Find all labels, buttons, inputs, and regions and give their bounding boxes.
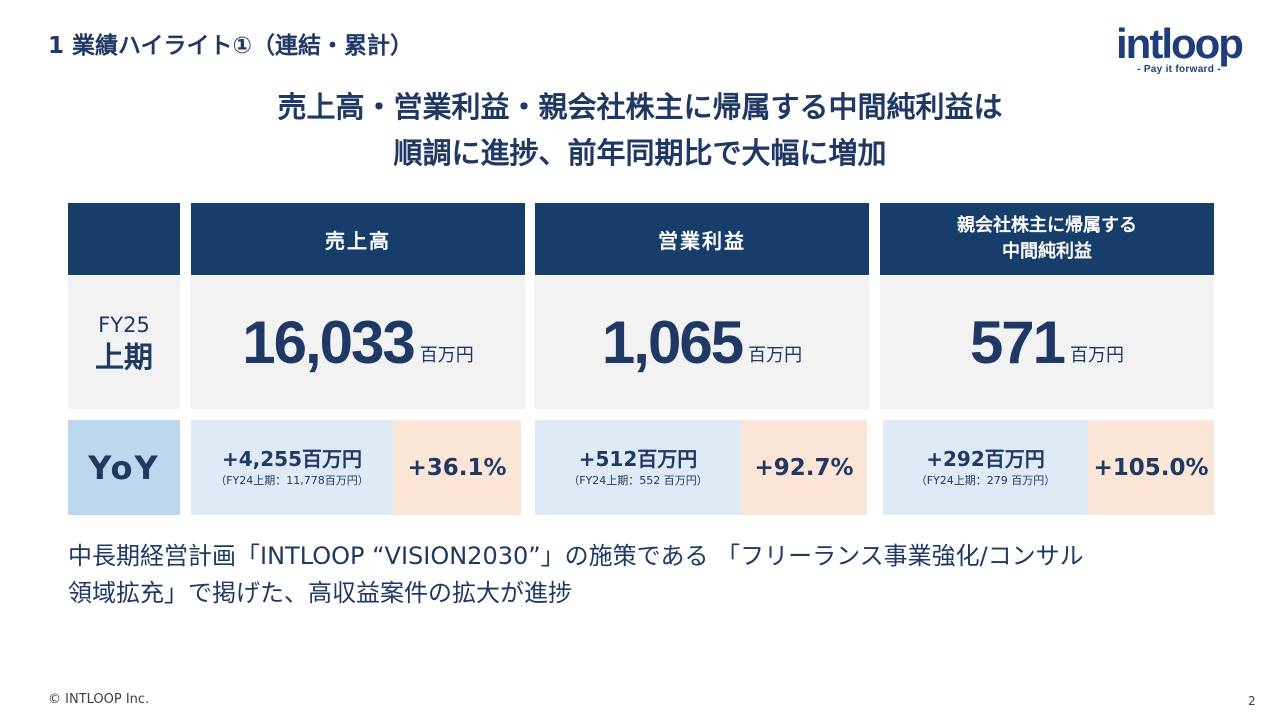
revenue-yoy-pct: +36.1%: [393, 420, 521, 515]
net-income-unit: 百万円: [1070, 344, 1125, 366]
copyright: © INTLOOP Inc.: [48, 692, 150, 707]
operating-income-yoy-abs-cell: +512百万円 （FY24上期：552 百万円）: [535, 420, 741, 515]
intloop-logo: intloop - Pay it forward -: [1108, 22, 1250, 80]
header-net-income-line-2: 中間純利益: [1002, 241, 1092, 262]
revenue-yoy-prev: （FY24上期：11,778百万円）: [215, 473, 369, 487]
net-income-yoy-abs: +292百万円: [926, 446, 1045, 471]
revenue-value-cell: 16,033 百万円: [191, 276, 525, 409]
header-blank-cell: [68, 203, 180, 275]
header-operating-income: 営業利益: [535, 203, 869, 275]
net-income-yoy-pct: +105.0%: [1088, 420, 1214, 515]
operating-income-unit: 百万円: [748, 344, 803, 366]
headline-line-1: 売上高・営業利益・親会社株主に帰属する中間純利益は: [277, 90, 1003, 124]
operating-income-yoy-abs: +512百万円: [578, 446, 698, 471]
operating-income-yoy-pct: +92.7%: [741, 420, 867, 515]
revenue-value: 16,033: [242, 309, 416, 376]
page-number: 2: [1248, 694, 1256, 708]
period-fy: FY25: [98, 312, 150, 337]
period-half: 上期: [94, 339, 153, 374]
net-income-yoy-prev: （FY24上期：279 百万円）: [915, 473, 1056, 487]
strategy-note: 中長期経営計画「INTLOOP “VISION2030”」の施策である 「フリー…: [68, 538, 1218, 612]
net-income-yoy-abs-cell: +292百万円 （FY24上期：279 百万円）: [883, 420, 1088, 515]
strategy-note-line-1: 中長期経営計画「INTLOOP “VISION2030”」の施策である 「フリー…: [68, 542, 1084, 570]
operating-income-value: 1,065: [601, 309, 744, 376]
section-title: 1 業績ハイライト①（連結・累計）: [48, 33, 414, 59]
revenue-unit: 百万円: [419, 344, 474, 366]
operating-income-yoy-prev: （FY24上期：552 百万円）: [568, 473, 708, 487]
strategy-note-line-2: 領域拡充」で掲げた、高収益案件の拡大が進捗: [68, 579, 572, 607]
header-net-income: 親会社株主に帰属する 中間純利益: [880, 203, 1214, 275]
logo-tagline: - Pay it forward -: [1137, 64, 1221, 75]
headline-line-2: 順調に進捗、前年同期比で大幅に増加: [393, 136, 887, 170]
revenue-yoy-abs: +4,255百万円: [221, 446, 363, 471]
headline: 売上高・営業利益・親会社株主に帰属する中間純利益は 順調に進捗、前年同期比で大幅…: [140, 84, 1140, 176]
operating-income-value-cell: 1,065 百万円: [535, 276, 869, 409]
net-income-value: 571: [969, 309, 1066, 376]
logo-wordmark: intloop: [1116, 20, 1244, 67]
header-net-income-line-1: 親会社株主に帰属する: [957, 215, 1137, 236]
net-income-value-cell: 571 百万円: [880, 276, 1214, 409]
header-revenue: 売上高: [191, 203, 525, 275]
yoy-label: YoY: [68, 420, 180, 515]
revenue-yoy-abs-cell: +4,255百万円 （FY24上期：11,778百万円）: [191, 420, 393, 515]
period-cell: FY25 上期: [68, 276, 180, 409]
